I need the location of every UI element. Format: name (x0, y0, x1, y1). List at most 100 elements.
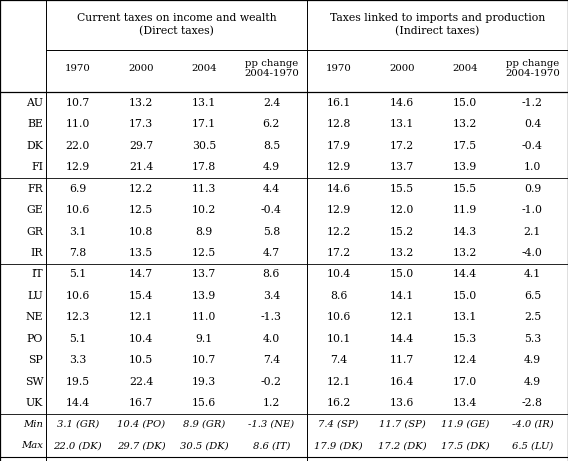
Text: Taxes linked to imports and production
(Indirect taxes): Taxes linked to imports and production (… (330, 13, 545, 36)
Text: 22.0 (DK): 22.0 (DK) (53, 441, 102, 450)
Text: GR: GR (26, 226, 43, 236)
Text: 14.6: 14.6 (327, 183, 351, 194)
Text: 10.7: 10.7 (192, 355, 216, 365)
Text: 14.4: 14.4 (453, 269, 477, 279)
Text: 17.2: 17.2 (327, 248, 351, 258)
Text: 1.2: 1.2 (263, 398, 280, 408)
Text: DK: DK (26, 141, 43, 151)
Text: 13.7: 13.7 (390, 162, 414, 172)
Text: Current taxes on income and wealth
(Direct taxes): Current taxes on income and wealth (Dire… (77, 13, 277, 36)
Text: 2.5: 2.5 (524, 312, 541, 322)
Text: 13.5: 13.5 (129, 248, 153, 258)
Text: 14.4: 14.4 (390, 334, 414, 344)
Text: 2004: 2004 (452, 64, 478, 73)
Text: GE: GE (27, 205, 43, 215)
Text: 15.0: 15.0 (453, 291, 477, 301)
Text: 12.1: 12.1 (327, 377, 351, 387)
Text: 8.9 (GR): 8.9 (GR) (183, 420, 225, 429)
Text: Max: Max (22, 441, 43, 450)
Text: 12.9: 12.9 (327, 205, 351, 215)
Text: 22.0: 22.0 (65, 141, 90, 151)
Text: 12.4: 12.4 (453, 355, 477, 365)
Text: 21.4: 21.4 (129, 162, 153, 172)
Text: 17.9: 17.9 (327, 141, 350, 151)
Text: UK: UK (26, 398, 43, 408)
Text: 22.4: 22.4 (129, 377, 153, 387)
Text: 8.6 (IT): 8.6 (IT) (253, 441, 290, 450)
Text: 10.6: 10.6 (327, 312, 351, 322)
Text: 9.1: 9.1 (195, 334, 213, 344)
Text: 10.5: 10.5 (129, 355, 153, 365)
Text: 8.9: 8.9 (195, 226, 213, 236)
Text: 17.2 (DK): 17.2 (DK) (378, 441, 426, 450)
Text: 0.4: 0.4 (524, 119, 541, 130)
Text: 10.2: 10.2 (192, 205, 216, 215)
Text: 13.4: 13.4 (453, 398, 477, 408)
Text: 13.2: 13.2 (390, 248, 414, 258)
Text: 8.5: 8.5 (263, 141, 280, 151)
Text: 1970: 1970 (65, 64, 90, 73)
Text: 5.8: 5.8 (263, 226, 280, 236)
Text: 29.7: 29.7 (129, 141, 153, 151)
Text: 11.0: 11.0 (65, 119, 90, 130)
Text: 16.7: 16.7 (129, 398, 153, 408)
Text: 4.7: 4.7 (263, 248, 280, 258)
Text: 5.1: 5.1 (69, 269, 86, 279)
Text: 2000: 2000 (128, 64, 154, 73)
Text: 14.1: 14.1 (390, 291, 414, 301)
Text: 4.1: 4.1 (524, 269, 541, 279)
Text: 17.1: 17.1 (192, 119, 216, 130)
Text: 3.4: 3.4 (263, 291, 280, 301)
Text: 13.7: 13.7 (192, 269, 216, 279)
Text: 2.1: 2.1 (524, 226, 541, 236)
Text: 11.7 (SP): 11.7 (SP) (378, 420, 425, 429)
Text: 8.6: 8.6 (330, 291, 348, 301)
Text: 2.4: 2.4 (263, 98, 280, 108)
Text: 4.4: 4.4 (263, 183, 280, 194)
Text: pp change
2004-1970: pp change 2004-1970 (244, 59, 299, 78)
Text: 0.9: 0.9 (524, 183, 541, 194)
Text: 15.3: 15.3 (453, 334, 477, 344)
Text: 4.0: 4.0 (263, 334, 280, 344)
Text: 10.7: 10.7 (65, 98, 90, 108)
Text: 3.3: 3.3 (69, 355, 86, 365)
Text: 12.0: 12.0 (390, 205, 414, 215)
Text: 13.2: 13.2 (453, 248, 477, 258)
Text: 17.9 (DK): 17.9 (DK) (314, 441, 363, 450)
Text: -1.2: -1.2 (522, 98, 543, 108)
Text: 2000: 2000 (389, 64, 415, 73)
Text: -1.0: -1.0 (522, 205, 543, 215)
Text: 14.7: 14.7 (129, 269, 153, 279)
Text: 8.6: 8.6 (263, 269, 280, 279)
Text: 14.6: 14.6 (390, 98, 414, 108)
Text: 19.3: 19.3 (192, 377, 216, 387)
Text: 17.0: 17.0 (453, 377, 477, 387)
Text: 12.2: 12.2 (129, 183, 153, 194)
Text: -0.4: -0.4 (522, 141, 543, 151)
Text: 15.6: 15.6 (192, 398, 216, 408)
Text: 7.8: 7.8 (69, 248, 86, 258)
Text: 12.3: 12.3 (65, 312, 90, 322)
Text: 10.1: 10.1 (327, 334, 351, 344)
Text: 12.1: 12.1 (129, 312, 153, 322)
Text: SP: SP (28, 355, 43, 365)
Text: 12.1: 12.1 (390, 312, 414, 322)
Text: 17.3: 17.3 (129, 119, 153, 130)
Text: IT: IT (32, 269, 43, 279)
Text: 10.4: 10.4 (129, 334, 153, 344)
Text: -4.0: -4.0 (522, 248, 543, 258)
Text: 13.1: 13.1 (390, 119, 414, 130)
Text: 16.2: 16.2 (327, 398, 351, 408)
Text: 6.5 (LU): 6.5 (LU) (512, 441, 553, 450)
Text: 11.3: 11.3 (192, 183, 216, 194)
Text: 15.5: 15.5 (453, 183, 477, 194)
Text: 10.8: 10.8 (129, 226, 153, 236)
Text: 3.1: 3.1 (69, 226, 86, 236)
Text: 13.2: 13.2 (453, 119, 477, 130)
Text: 6.2: 6.2 (263, 119, 280, 130)
Text: 2004: 2004 (191, 64, 217, 73)
Text: 1970: 1970 (326, 64, 352, 73)
Text: 12.5: 12.5 (129, 205, 153, 215)
Text: 13.1: 13.1 (192, 98, 216, 108)
Text: 13.9: 13.9 (453, 162, 477, 172)
